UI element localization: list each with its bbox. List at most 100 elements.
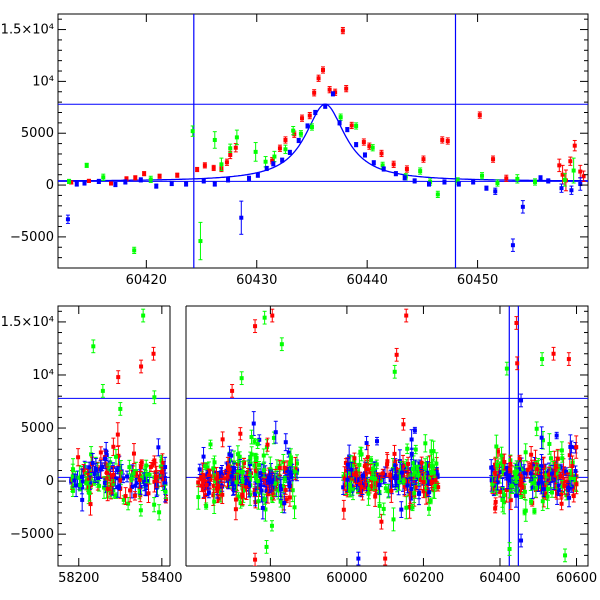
data-marker — [129, 484, 134, 489]
data-marker — [525, 467, 530, 472]
data-point — [248, 451, 253, 464]
data-point — [219, 157, 224, 172]
data-marker — [69, 180, 74, 185]
data-marker — [175, 173, 180, 178]
data-marker — [157, 510, 162, 515]
data-marker — [560, 172, 565, 177]
data-marker — [572, 477, 577, 482]
data-marker — [356, 469, 361, 474]
data-point — [574, 474, 579, 495]
data-marker — [228, 464, 233, 469]
data-point — [132, 246, 137, 254]
data-point — [568, 156, 573, 166]
data-point — [196, 484, 201, 510]
data-marker — [371, 160, 376, 165]
data-point — [370, 144, 375, 152]
data-point — [254, 453, 259, 462]
data-point — [381, 502, 386, 516]
data-point — [279, 478, 284, 501]
data-marker — [162, 481, 167, 486]
data-point — [198, 221, 203, 261]
data-marker — [115, 432, 120, 437]
data-marker — [409, 451, 414, 456]
data-point — [367, 142, 372, 150]
data-point — [307, 111, 312, 120]
data-marker — [502, 500, 507, 505]
data-point — [116, 445, 121, 467]
data-marker — [288, 470, 293, 475]
data-marker — [370, 484, 375, 489]
data-point — [379, 149, 384, 158]
data-marker — [96, 476, 101, 481]
data-marker — [558, 465, 563, 470]
data-point — [131, 469, 136, 478]
data-point — [525, 461, 530, 479]
data-marker — [434, 469, 439, 474]
data-marker — [277, 146, 282, 151]
data-marker — [410, 505, 415, 510]
data-marker — [373, 481, 378, 486]
data-marker — [277, 466, 282, 471]
data-marker — [374, 462, 379, 467]
data-point — [347, 484, 352, 498]
data-marker — [560, 484, 565, 489]
data-point — [144, 465, 149, 484]
data-marker — [349, 475, 354, 480]
data-marker — [555, 456, 560, 461]
data-marker — [212, 474, 217, 479]
data-marker — [431, 470, 436, 475]
data-point — [97, 480, 102, 492]
data-marker — [278, 483, 283, 488]
data-marker — [264, 489, 269, 494]
data-point — [427, 181, 431, 187]
data-marker — [402, 483, 407, 488]
data-point — [230, 465, 235, 478]
data-point — [86, 178, 91, 183]
data-marker — [312, 90, 317, 95]
data-marker — [229, 474, 234, 479]
data-point — [212, 181, 217, 187]
data-marker — [351, 486, 356, 491]
data-marker — [427, 463, 432, 468]
data-point — [388, 471, 393, 479]
data-marker — [541, 438, 546, 443]
data-marker — [263, 159, 268, 164]
data-marker — [501, 463, 506, 468]
data-marker — [132, 493, 137, 498]
data-marker — [435, 192, 440, 197]
data-point — [264, 165, 269, 172]
data-marker — [571, 474, 576, 479]
y-tick-label: 10⁴ — [32, 74, 54, 89]
data-marker — [455, 178, 460, 183]
data-marker — [402, 175, 407, 180]
data-marker — [532, 509, 537, 514]
data-point — [283, 144, 288, 154]
data-marker — [574, 482, 579, 487]
data-marker — [282, 477, 287, 482]
data-point — [224, 158, 229, 166]
data-point — [522, 464, 527, 483]
top-panel-axes: −5000 0 5000 10⁴ 1.5×10⁴ 60420 60430 60440 60450 — [1, 14, 588, 288]
data-point — [253, 142, 258, 162]
data-marker — [340, 28, 345, 33]
data-marker — [427, 490, 432, 495]
data-point — [323, 103, 328, 109]
data-marker — [261, 468, 266, 473]
data-marker — [341, 507, 346, 512]
data-marker — [220, 492, 225, 497]
data-marker — [108, 460, 113, 465]
data-point — [240, 486, 245, 506]
data-marker — [144, 463, 149, 468]
data-marker — [397, 479, 402, 484]
data-point — [220, 485, 225, 505]
data-point — [529, 446, 534, 464]
data-point — [265, 484, 270, 504]
data-point — [131, 443, 136, 465]
data-marker — [345, 477, 350, 482]
data-point — [495, 179, 500, 187]
data-marker — [410, 467, 415, 472]
data-point — [263, 156, 268, 168]
data-point — [133, 175, 138, 181]
data-marker — [140, 475, 145, 480]
data-point — [419, 456, 424, 469]
